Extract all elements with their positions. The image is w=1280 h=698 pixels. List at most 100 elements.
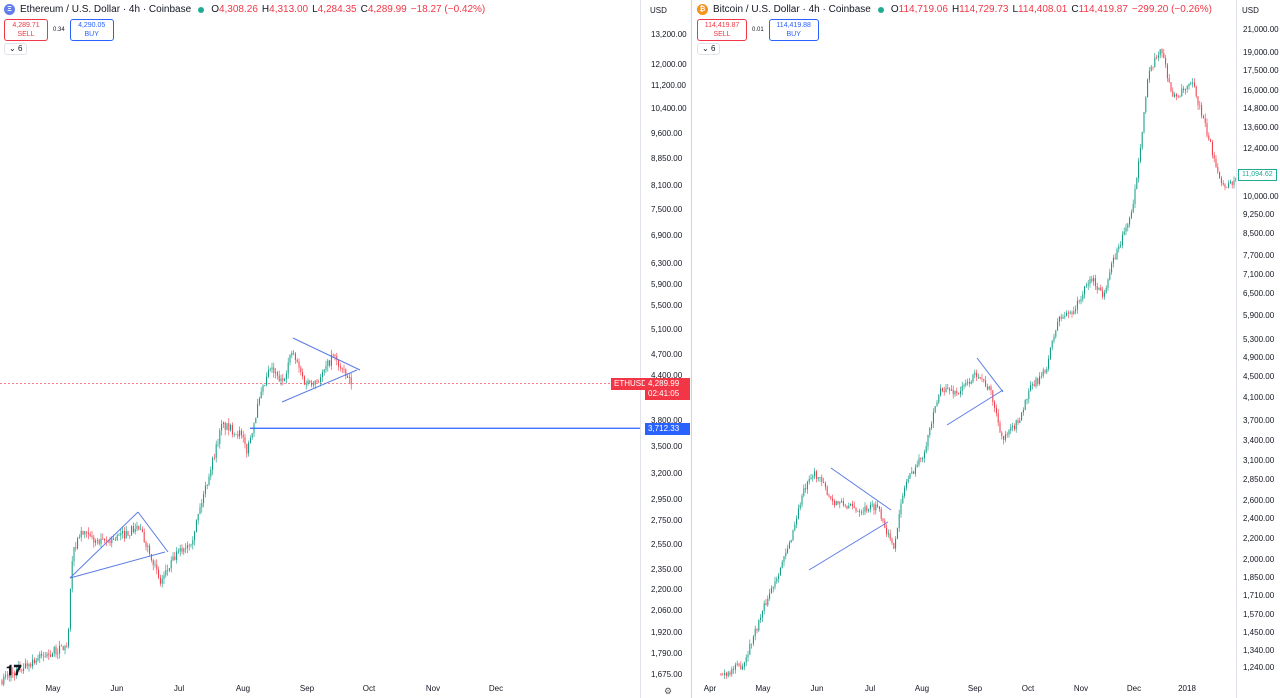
eth-candle-body [59, 645, 61, 654]
eth-candle-body [210, 469, 212, 477]
eth-candle-body [217, 443, 219, 445]
eth-candle-body [255, 417, 257, 424]
btc-candle-body [898, 514, 900, 528]
btc-currency-label[interactable]: USD [1242, 6, 1259, 15]
eth-candle-body [343, 369, 345, 370]
eth-chart-pane[interactable]: Ξ Ethereum / U.S. Dollar · 4h · Coinbase… [0, 0, 692, 698]
eth-candle-body [138, 525, 140, 530]
eth-horizontal-line-label[interactable]: 3,712.33 [645, 423, 690, 435]
eth-candle-body [26, 663, 28, 667]
left-price-tick: 5,100.00 [651, 324, 683, 334]
eth-symbol-title[interactable]: Ethereum / U.S. Dollar · 4h · Coinbase [20, 4, 192, 15]
btc-price-scale[interactable] [1236, 0, 1280, 698]
eth-currency-label[interactable]: USD [650, 6, 667, 15]
right-time-tick: Jun [810, 684, 824, 693]
eth-candle-body [35, 660, 37, 664]
eth-candle-body [41, 653, 43, 656]
btc-candle-body [779, 567, 781, 576]
eth-triangle-drawings[interactable] [69, 337, 361, 579]
btc-price-plot[interactable] [693, 0, 1236, 698]
btc-candle-body [788, 542, 790, 549]
eth-candle-body [89, 533, 91, 536]
eth-candle-body [204, 485, 206, 495]
eth-candle-body [177, 551, 179, 553]
btc-candle-body [1145, 97, 1147, 112]
btc-candle-body [922, 458, 924, 460]
eth-candle-body [240, 430, 242, 436]
eth-candle-body [293, 352, 295, 354]
eth-candle-body [62, 646, 64, 651]
btc-candle-body [1197, 96, 1199, 106]
btc-candle-body [821, 477, 823, 483]
eth-candle-body [127, 531, 129, 536]
btc-candle-body [855, 507, 857, 512]
btc-candle-body [1078, 300, 1080, 302]
btc-candle-body [1170, 82, 1172, 92]
trend-line[interactable] [69, 511, 139, 579]
tradingview-logo[interactable]: 𝟏𝟕 [6, 662, 22, 678]
trend-line[interactable] [281, 369, 358, 403]
btc-candle-body [983, 379, 985, 381]
eth-candle-body [44, 656, 46, 657]
eth-candle-body [165, 570, 167, 576]
left-price-tick: 3,800.00 [651, 416, 683, 426]
btc-candle-body [981, 378, 983, 380]
eth-price-scale[interactable] [640, 0, 691, 698]
btc-triangle-drawings[interactable] [808, 357, 1004, 571]
trend-line[interactable] [946, 389, 1004, 426]
btc-candle-body [1228, 183, 1230, 188]
btc-candle-body [806, 481, 808, 490]
btc-buy-button[interactable]: 114,419.88 BUY [768, 19, 819, 41]
eth-candle-body [73, 547, 75, 562]
btc-candle-body [1219, 171, 1221, 178]
btc-candle-body [920, 458, 922, 460]
eth-candle-body [321, 372, 323, 378]
eth-indicators-toggle[interactable]: ⌄ 6 [4, 43, 28, 55]
market-open-status-icon [198, 6, 205, 13]
btc-symbol-title[interactable]: Bitcoin / U.S. Dollar · 4h · Coinbase [713, 4, 871, 15]
eth-candle-body [109, 540, 111, 544]
btc-candle-body [839, 502, 841, 504]
btc-indicators-toggle[interactable]: ⌄ 6 [697, 43, 721, 55]
left-price-tick: 11,200.00 [651, 80, 686, 90]
eth-candle-body [338, 359, 340, 367]
btc-candle-body [1067, 312, 1069, 314]
bitcoin-icon: ₿ [697, 4, 708, 15]
settings-gear-icon[interactable]: ⚙ [664, 686, 673, 696]
btc-candle-body [891, 539, 893, 544]
eth-candle-body [84, 531, 86, 535]
right-price-tick: 3,700.00 [1243, 416, 1275, 426]
trend-line[interactable] [976, 357, 1004, 393]
eth-sell-button[interactable]: 4,289.71 SELL [4, 19, 48, 41]
right-time-tick: Aug [914, 684, 930, 693]
trend-line[interactable] [830, 467, 892, 511]
eth-candle-body [215, 444, 217, 458]
eth-candle-body [37, 658, 39, 661]
eth-candle-body [199, 507, 201, 514]
btc-candle-body [972, 374, 974, 382]
btc-candle-body [740, 665, 742, 670]
eth-candle-body [231, 424, 233, 435]
eth-buy-button[interactable]: 4,290.05 BUY [69, 19, 114, 41]
btc-candle-body [738, 663, 740, 666]
left-price-tick: 2,200.00 [651, 585, 683, 595]
trend-line[interactable] [137, 511, 169, 553]
btc-candle-body [725, 673, 727, 676]
eth-candle-body [230, 424, 232, 431]
trend-line[interactable] [808, 521, 889, 571]
eth-ohlc: O4,308.26 H4,313.00 L4,284.35 C4,289.99 −18.… [211, 4, 486, 15]
btc-sell-button[interactable]: 114,419.87 SELL [697, 19, 747, 41]
btc-candle-body [1226, 187, 1228, 188]
eth-legend: Ξ Ethereum / U.S. Dollar · 4h · Coinbase… [4, 4, 485, 15]
eth-candle-body [64, 646, 66, 651]
trend-line[interactable] [292, 337, 361, 371]
btc-chart-pane[interactable]: ₿ Bitcoin / U.S. Dollar · 4h · Coinbase … [693, 0, 1280, 698]
btc-candles [720, 48, 1236, 679]
eth-price-plot[interactable] [0, 0, 640, 698]
btc-candle-body [1206, 123, 1208, 136]
btc-candle-body [949, 388, 951, 391]
trend-line[interactable] [69, 551, 166, 579]
eth-candle-body [226, 423, 228, 430]
eth-candle-body [42, 655, 44, 657]
btc-candle-body [826, 487, 828, 496]
